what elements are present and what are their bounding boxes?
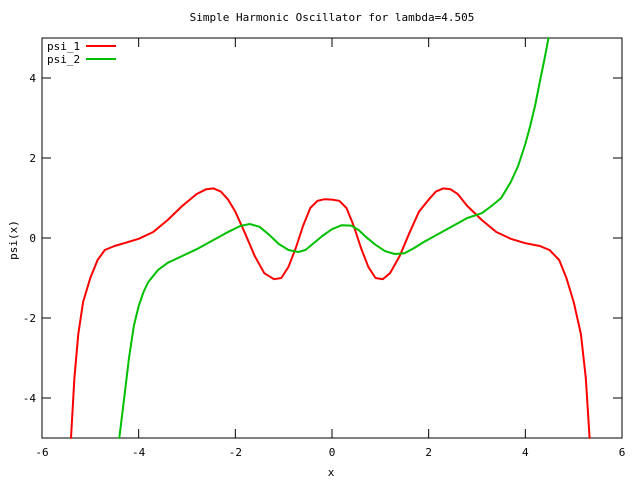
y-axis-label: psi(x) [7, 220, 20, 260]
x-tick-label: -4 [132, 446, 146, 459]
x-tick-label: -2 [229, 446, 242, 459]
y-tick-label: 2 [29, 152, 36, 165]
x-tick-label: 4 [522, 446, 529, 459]
series-line-psi-1 [70, 187, 591, 439]
x-tick-label: -6 [35, 446, 48, 459]
series-line-psi-2 [118, 37, 550, 439]
plot-frame [41, 37, 623, 439]
y-tick-label: 0 [29, 232, 36, 245]
series-layer [70, 37, 591, 439]
legend-label: psi_2 [47, 53, 80, 66]
x-tick-label: 6 [619, 446, 626, 459]
y-tick-label: -4 [23, 392, 37, 405]
legend-label: psi_1 [47, 40, 80, 53]
x-axis-label: x [328, 466, 335, 479]
x-tick-label: 2 [425, 446, 432, 459]
chart-title: Simple Harmonic Oscillator for lambda=4.… [190, 11, 475, 24]
y-tick-label: -2 [23, 312, 36, 325]
y-axis: -4 -2 0 2 4 [23, 72, 622, 405]
x-tick-label: 0 [329, 446, 336, 459]
y-tick-label: 4 [29, 72, 36, 85]
x-axis: -6 -4 -2 0 2 4 6 [35, 38, 625, 459]
